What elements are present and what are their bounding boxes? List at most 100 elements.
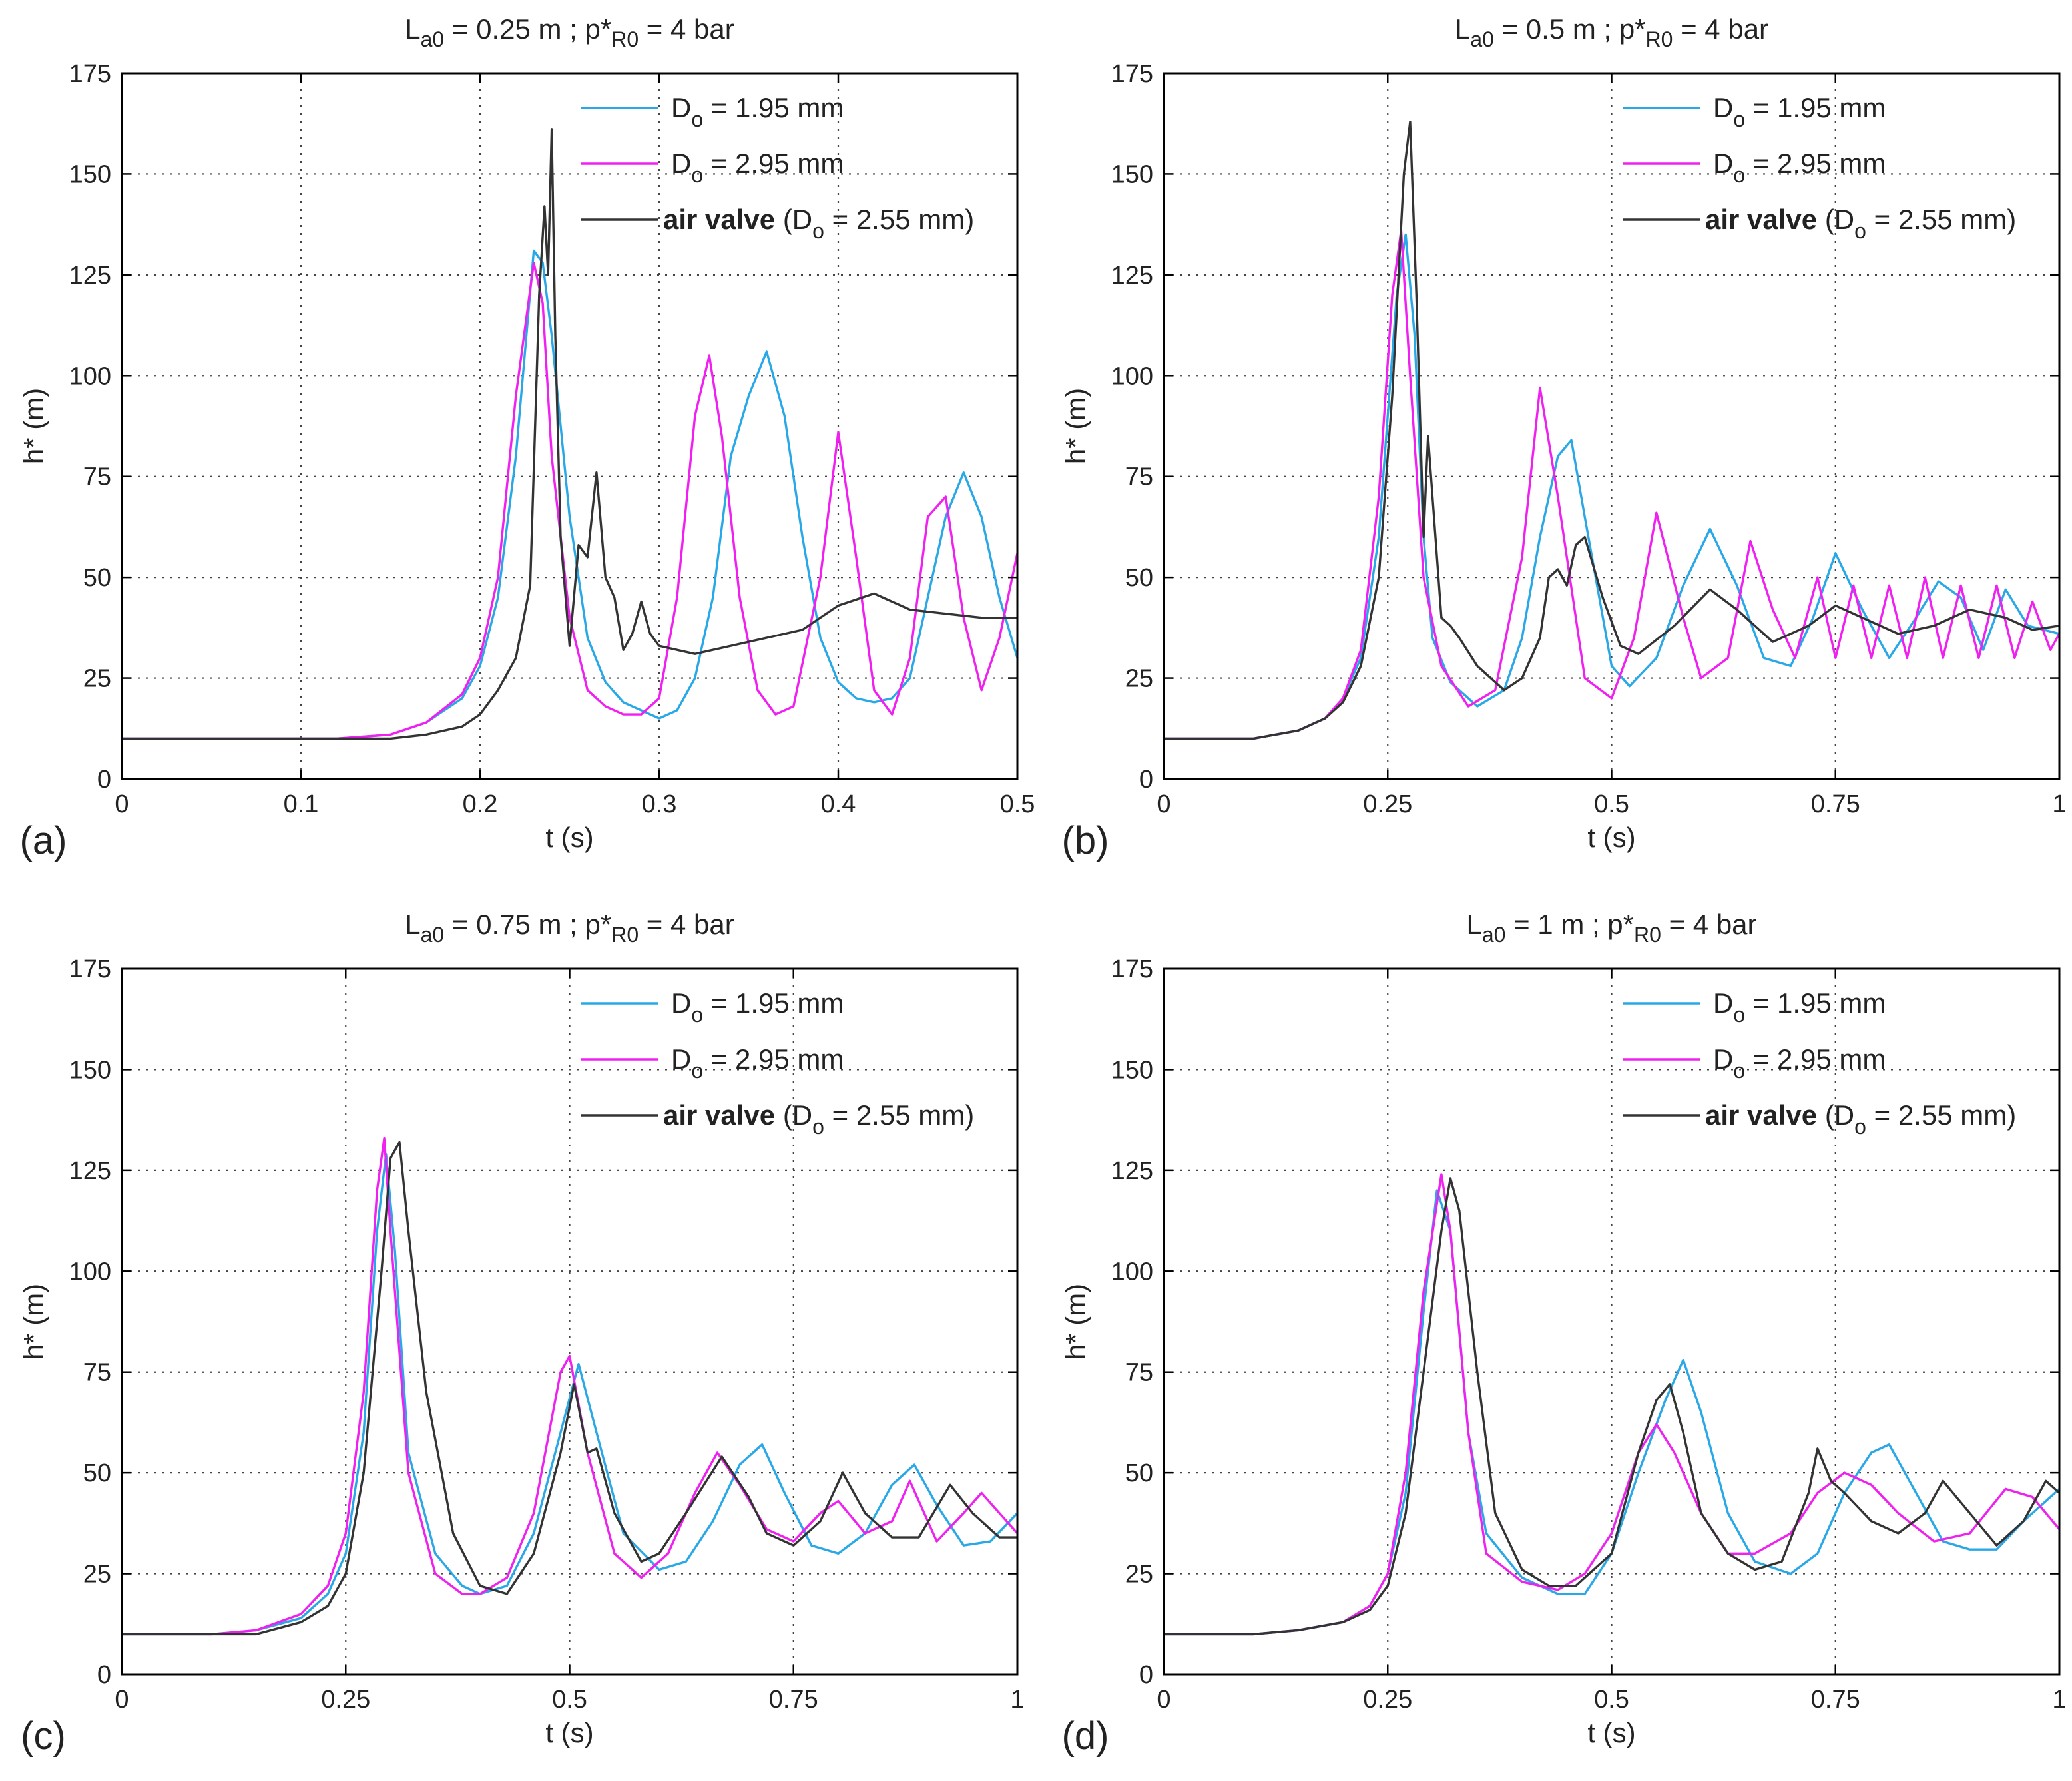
chart-title: La0 = 1 m ; p*R0 = 4 bar [1466,909,1756,947]
legend-subscript: o [1733,1003,1745,1027]
legend-subscript: o [691,1003,703,1027]
series-line-2 [122,262,1017,740]
title-text: = 4 bar [1661,909,1757,940]
legend-entry: air valve (Do = 2.55 mm) [1705,204,2016,243]
legend-entry: air valve (Do = 2.55 mm) [1705,1099,2016,1139]
y-tick-label: 50 [83,564,111,592]
y-tick-label: 75 [83,463,111,491]
legend-text: (D [775,1099,812,1131]
chart-panel: 0 0.25 0.5 0.75 1 0 25 50 75 100 125 150 175 La0 = 1 … [1060,909,2067,1758]
x-tick-label: 0.75 [1811,790,1860,818]
legend-text: = 1.95 mm [1745,92,1886,123]
x-tick-label: 0.75 [769,1686,818,1714]
x-tick-label: 0.25 [1363,790,1412,818]
y-axis-label: h* (m) [1060,388,1091,464]
legend-entry: Do = 2.95 mm [671,148,844,187]
x-tick-label: 0.5 [1594,1686,1629,1714]
legend-entry: Do = 1.95 mm [1713,92,1886,131]
y-axis-label: h* (m) [1060,1284,1091,1360]
y-tick-label: 50 [1125,1459,1153,1487]
title-subscript: a0 [421,27,445,51]
legend-entry: Do = 2.95 mm [671,1043,844,1083]
legend-text: D [671,148,691,179]
legend-text: = 2.55 mm) [824,1099,974,1131]
y-tick-label: 25 [83,665,111,693]
y-tick-label: 25 [83,1561,111,1589]
title-subscript: a0 [421,923,445,947]
title-text: = 4 bar [1673,13,1768,45]
title-text: L [405,13,420,45]
x-tick-label: 1 [1010,1686,1024,1714]
legend-prefix: air valve [1705,1099,1817,1131]
series-group [122,1137,1017,1636]
title-text: = 0.75 m ; p* [444,909,611,940]
series-line-3 [1164,120,2059,740]
x-tick-label: 0.3 [642,790,677,818]
legend-entry: Do = 1.95 mm [1713,987,1886,1027]
y-tick-label: 150 [69,160,111,188]
panel-label: (a) [20,819,67,862]
legend-subscript: o [691,163,703,187]
x-axis-label: t (s) [1587,822,1635,853]
y-tick-label: 0 [1139,1661,1153,1689]
legend-text: = 2.55 mm) [824,204,974,235]
y-tick-label: 50 [1125,564,1153,592]
title-text: L [405,909,420,940]
series-line-1 [1164,1189,2059,1636]
chart-panel: 0 0.25 0.5 0.75 1 0 25 50 75 100 125 150 175 La0 = 0.… [18,909,1025,1758]
legend-subscript: o [1854,1115,1866,1139]
y-tick-label: 75 [83,1359,111,1387]
legend-text: D [671,987,691,1019]
y-tick-label: 100 [1111,1258,1153,1286]
legend-prefix: air valve [663,1099,775,1131]
title-subscript: R0 [1646,27,1673,51]
x-tick-label: 0.5 [1594,790,1629,818]
y-tick-label: 100 [1111,362,1153,390]
axes-frame [121,72,1019,780]
legend-text: = 2.95 mm [703,148,844,179]
x-tick-label: 0.4 [821,790,856,818]
legend-text: = 2.95 mm [703,1043,844,1075]
legend-text: = 1.95 mm [703,987,844,1019]
x-tick-label: 0 [1157,790,1170,818]
x-tick-label: 1 [2052,1686,2066,1714]
legend-text: (D [1817,1099,1854,1131]
x-axis-label: t (s) [545,822,593,853]
legend-subscript: o [1733,107,1745,131]
chart-panel: 0 0.25 0.5 0.75 1 0 25 50 75 100 125 150 175 La0 = 0.… [1060,13,2067,862]
legend-text: = 2.55 mm) [1866,1099,2016,1131]
legend-subscript: o [691,107,703,131]
title-subscript: a0 [1482,923,1506,947]
y-tick-label: 75 [1125,463,1153,491]
legend-prefix: air valve [663,204,775,235]
chart-panel: 0 0.1 0.2 0.3 0.4 0.5 0 25 50 75 100 125 150 175 La0 =… [18,13,1035,862]
plot-area [122,73,1017,779]
series-line-1 [122,1152,1017,1636]
x-tick-label: 0.25 [321,1686,370,1714]
legend-subscript: o [812,1115,824,1139]
x-tick-label: 0 [115,790,129,818]
y-tick-label: 125 [69,1157,111,1185]
title-text: L [1455,13,1470,45]
legend-subscript: o [1854,219,1866,243]
y-tick-label: 125 [69,262,111,290]
y-tick-label: 150 [1111,1056,1153,1084]
title-subscript: R0 [611,923,639,947]
legend-text: = 1.95 mm [703,92,844,123]
y-tick-label: 175 [1111,955,1153,983]
x-tick-label: 1 [2052,790,2066,818]
series-line-3 [1164,1177,2059,1636]
legend-subscript: o [1733,163,1745,187]
x-tick-label: 0.5 [1000,790,1035,818]
legend-subscript: o [812,219,824,243]
y-tick-label: 0 [97,766,111,794]
y-tick-label: 100 [69,362,111,390]
chart-title: La0 = 0.25 m ; p*R0 = 4 bar [405,13,734,51]
legend-prefix: air valve [1705,204,1817,235]
title-text: = 1 m ; p* [1505,909,1634,940]
y-tick-label: 25 [1125,1561,1153,1589]
